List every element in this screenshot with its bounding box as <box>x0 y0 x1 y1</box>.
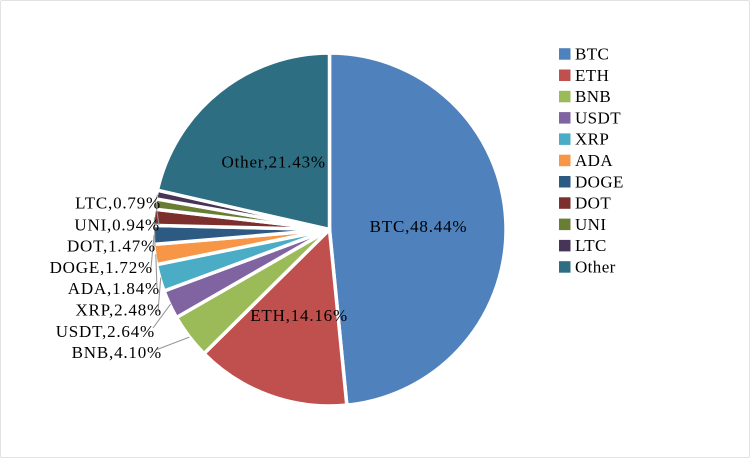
svg-text:BNB: BNB <box>575 87 611 106</box>
svg-text:DOGE: DOGE <box>575 172 624 191</box>
svg-text:LTC: LTC <box>575 236 607 255</box>
svg-text:ADA: ADA <box>575 151 613 170</box>
svg-text:XRP,2.48%: XRP,2.48% <box>75 301 162 320</box>
svg-text:BTC,48.44%: BTC,48.44% <box>370 217 468 236</box>
svg-text:DOT: DOT <box>575 194 611 213</box>
svg-text:ETH,14.16%: ETH,14.16% <box>250 306 348 325</box>
svg-text:UNI: UNI <box>575 215 606 234</box>
svg-text:Other,21.43%: Other,21.43% <box>222 153 326 172</box>
svg-text:DOGE,1.72%: DOGE,1.72% <box>50 258 153 277</box>
svg-text:BNB,4.10%: BNB,4.10% <box>72 343 162 362</box>
svg-text:ADA,1.84%: ADA,1.84% <box>68 279 160 298</box>
svg-text:USDT,2.64%: USDT,2.64% <box>56 322 155 341</box>
svg-text:XRP: XRP <box>575 130 609 149</box>
svg-text:BTC: BTC <box>575 45 609 64</box>
svg-text:DOT,1.47%: DOT,1.47% <box>67 237 156 256</box>
svg-text:USDT: USDT <box>575 108 621 127</box>
svg-text:ETH: ETH <box>575 66 609 85</box>
svg-text:UNI,0.94%: UNI,0.94% <box>74 215 160 234</box>
svg-text:LTC,0.79%: LTC,0.79% <box>75 194 161 213</box>
svg-text:Other: Other <box>575 258 616 277</box>
